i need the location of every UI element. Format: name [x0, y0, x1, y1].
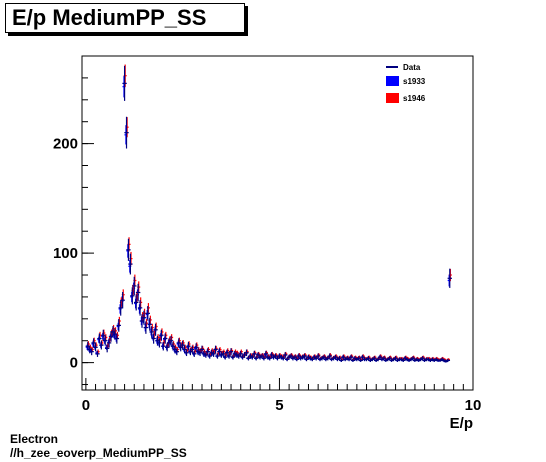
x-axis-label: E/p: [450, 415, 473, 432]
plot-frame: [81, 55, 474, 391]
y-tick-label: 200: [53, 136, 78, 153]
series-s1933: [85, 75, 451, 363]
legend-swatch-s1946: [386, 93, 399, 103]
legend-label-data: Data: [403, 63, 421, 72]
legend-swatch-s1933: [386, 76, 399, 86]
y-tick-label: 0: [70, 355, 78, 372]
x-tick-label: 0: [82, 397, 90, 414]
legend: Data s1933 s1946: [386, 63, 426, 103]
legend-label-s1946: s1946: [403, 94, 426, 103]
footer-category: Electron: [10, 432, 59, 446]
x-tick-label: 5: [275, 397, 283, 414]
chart-title: E/p MediumPP_SS: [5, 3, 245, 33]
legend-label-s1933: s1933: [403, 77, 426, 86]
footer-histogram-path: //h_zee_eoverp_MediumPP_SS: [10, 446, 187, 460]
x-tick-label: 10: [465, 397, 482, 414]
series-data: [85, 65, 452, 363]
y-tick-label: 100: [53, 245, 78, 262]
